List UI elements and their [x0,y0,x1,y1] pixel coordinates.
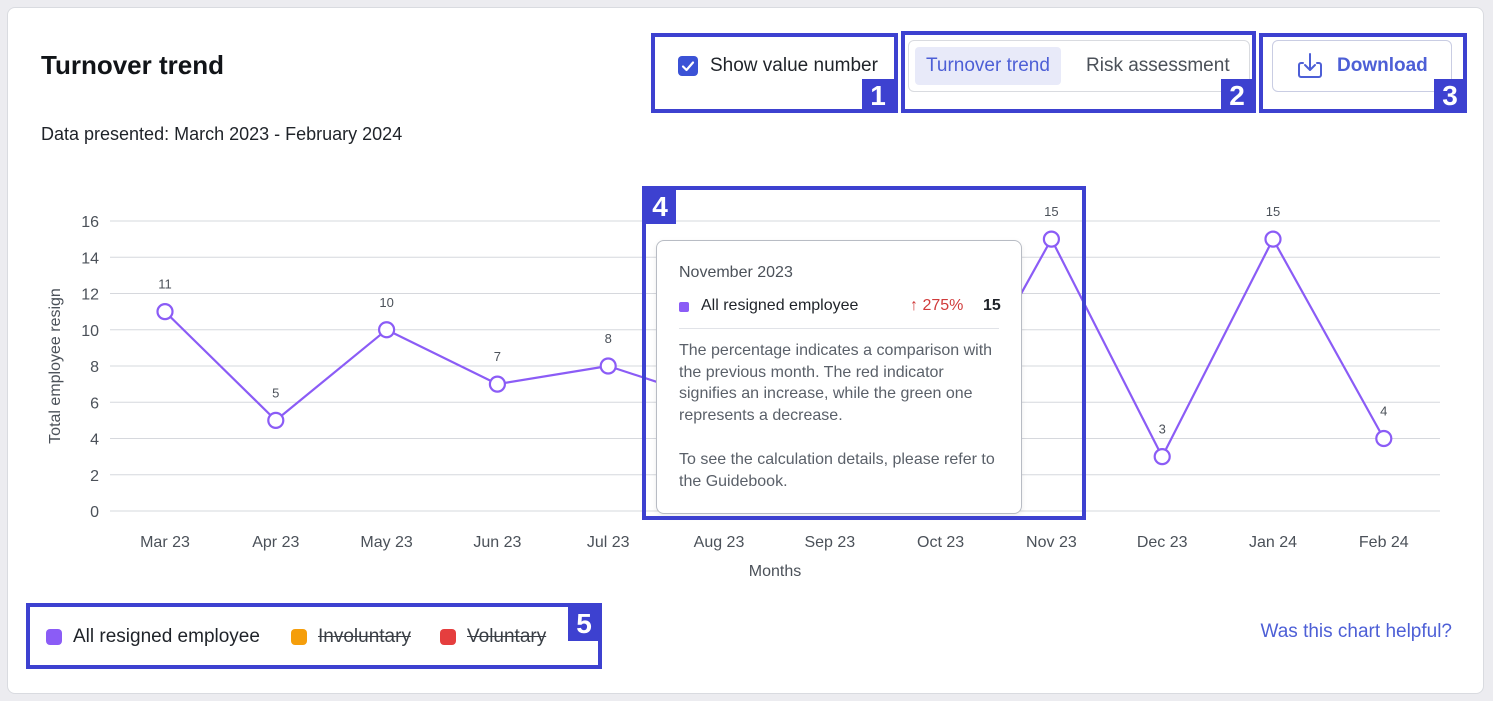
legend-swatch-icon [440,629,456,645]
x-tick-label: Aug 23 [694,534,745,551]
y-tick-label: 10 [81,323,99,340]
x-tick-label: Apr 23 [252,534,299,551]
data-label: 5 [272,385,279,400]
tooltip-guidebook-note: To see the calculation details, please r… [679,451,995,490]
tab-risk-assessment[interactable]: Risk assessment [1086,55,1230,76]
chart-tooltip: November 2023 All resigned employee ↑ 27… [656,240,1022,514]
y-tick-label: 16 [81,214,99,231]
data-label: 7 [494,349,501,364]
data-label: 10 [379,295,393,310]
data-point [1042,230,1061,248]
x-tick-label: Dec 23 [1137,534,1188,551]
data-label: 3 [1159,422,1166,437]
date-range-text: Data presented: March 2023 - February 20… [41,124,403,144]
tab-turnover-trend[interactable]: Turnover trend [915,47,1061,85]
show-value-checkbox[interactable]: Show value number [678,54,878,78]
data-point [1153,448,1171,466]
annotation-number-4: 4 [644,190,676,224]
x-tick-label: Nov 23 [1026,534,1077,551]
tooltip-change: ↑ 275% [910,297,964,314]
tooltip-month: November 2023 [679,264,793,281]
x-tick-label: Oct 23 [917,534,964,551]
y-axis-title: Total employee resign [47,288,64,444]
data-label: 15 [1266,204,1280,219]
annotation-number-1: 1 [862,79,894,113]
tooltip-note: The percentage indicates a comparison wi… [679,342,993,425]
y-tick-label: 8 [90,359,99,376]
x-axis-title: Months [749,563,801,580]
data-point [488,375,506,393]
tooltip-row: All resigned employee ↑ 275% 15 [679,296,1001,318]
x-tick-label: Jul 23 [587,534,630,551]
data-label: 4 [1380,404,1387,419]
y-tick-label: 0 [90,504,99,521]
tooltip-divider [679,328,999,329]
legend-all-resigned[interactable]: All resigned employee [46,625,260,649]
legend-involuntary[interactable]: Involuntary [291,625,411,649]
data-label: 15 [1044,204,1058,219]
x-tick-label: Jan 24 [1249,534,1297,551]
data-point [599,357,617,375]
x-tick-label: May 23 [360,534,413,551]
page-title: Turnover trend [41,50,224,80]
tooltip-series-name: All resigned employee [701,297,859,314]
series-swatch-icon [679,302,689,312]
legend-label: Voluntary [467,626,547,647]
legend-swatch-icon [291,629,307,645]
download-icon [1298,53,1322,78]
y-tick-label: 2 [90,468,99,485]
download-button[interactable]: Download [1272,40,1452,92]
legend-label: All resigned employee [73,626,260,647]
data-point [1264,230,1282,248]
x-tick-label: Feb 24 [1359,534,1409,551]
legend-swatch-icon [46,629,62,645]
checkbox-checked-icon[interactable] [678,56,698,76]
checkbox-label: Show value number [710,55,878,76]
y-tick-label: 6 [90,395,99,412]
view-tabs: Turnover trend Risk assessment [908,40,1250,92]
data-point [1375,429,1393,448]
data-label: 8 [605,331,612,346]
data-label: 11 [158,277,172,292]
download-label: Download [1337,55,1428,76]
y-tick-label: 14 [81,250,99,267]
y-tick-label: 12 [81,287,99,304]
y-tick-label: 4 [90,432,99,449]
x-tick-label: Jun 23 [473,534,521,551]
data-point [156,303,174,321]
annotation-number-2: 2 [1221,79,1253,113]
x-tick-label: Sep 23 [804,534,855,551]
x-tick-label: Mar 23 [140,534,190,551]
annotation-number-3: 3 [1434,79,1466,113]
data-point [267,411,285,429]
annotation-number-5: 5 [568,607,600,641]
tooltip-value: 15 [983,297,1001,314]
legend-label: Involuntary [318,626,411,647]
data-point [378,321,396,339]
chart-feedback-link[interactable]: Was this chart helpful? [1260,621,1453,642]
legend-voluntary[interactable]: Voluntary [440,625,546,649]
